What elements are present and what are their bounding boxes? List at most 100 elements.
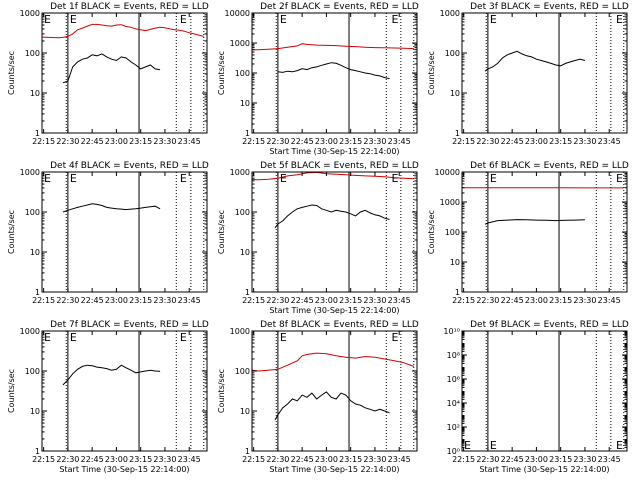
plot-frame <box>41 171 208 293</box>
y-tick-label: 100 <box>235 69 250 78</box>
chart-title: Det 4f BLACK = Events, RED = LLD <box>50 161 209 171</box>
x-tick-label: 22:30 <box>476 137 499 146</box>
y-axis-label: Counts/sec <box>217 369 226 413</box>
x-tick-label: 23:45 <box>598 455 621 464</box>
series-line-2 <box>62 53 161 84</box>
x-tick-label: 22:45 <box>291 137 314 146</box>
y-tick-label: 10² <box>447 423 460 432</box>
y-tick-label: 1000 <box>20 9 40 18</box>
chart-panel-9: Det 9f BLACK = Events, RED = LLD E E E 22:15… <box>443 320 629 474</box>
y-axis-label: Counts/sec <box>7 369 16 413</box>
x-tick-label: 22:15 <box>242 296 265 305</box>
event-marker: E <box>392 172 399 185</box>
x-tick-label: 23:15 <box>549 296 572 305</box>
x-tick-label: 22:30 <box>56 455 79 464</box>
plot-frame <box>251 330 418 452</box>
plot-frame <box>461 171 628 293</box>
series-line-2 <box>277 62 390 80</box>
event-marker: E <box>280 331 287 344</box>
event-marker: E <box>44 13 51 26</box>
x-tick-label: 23:30 <box>363 455 386 464</box>
y-tick-label: 1 <box>245 288 250 297</box>
x-axis-label: Start Time (30-Sep-15 22:14:00) <box>269 306 399 315</box>
y-tick-label: 10 <box>450 258 460 267</box>
y-tick-label: 10 <box>240 407 250 416</box>
event-marker: E <box>392 13 399 26</box>
x-tick-label: 23:15 <box>549 455 572 464</box>
plot-frame <box>251 12 418 134</box>
x-tick-label: 22:45 <box>81 455 104 464</box>
x-tick-label: 23:00 <box>525 455 548 464</box>
series-line-1 <box>62 203 161 213</box>
x-tick-label: 22:15 <box>242 455 265 464</box>
chart-title: Det 6f BLACK = Events, RED = LLD <box>470 161 629 171</box>
event-marker: E <box>464 439 471 452</box>
x-tick-label: 22:30 <box>266 296 289 305</box>
y-axis-label: Counts/sec <box>7 210 16 254</box>
y-tick-label: 10 <box>240 99 250 108</box>
x-tick-label: 23:00 <box>525 296 548 305</box>
chart-title: Det 3f BLACK = Events, RED = LLD <box>470 2 629 12</box>
x-tick-label: 23:45 <box>178 137 201 146</box>
y-tick-label: 1000 <box>230 327 250 336</box>
plot-frame <box>461 12 628 134</box>
x-tick-label: 23:45 <box>388 296 411 305</box>
x-tick-label: 23:15 <box>129 455 152 464</box>
x-tick-label: 23:30 <box>153 296 176 305</box>
y-tick-label: 1000 <box>20 327 40 336</box>
x-tick-label: 22:15 <box>32 137 55 146</box>
y-tick-label: 1000 <box>440 9 460 18</box>
x-tick-label: 22:30 <box>476 296 499 305</box>
x-tick-label: 22:45 <box>291 455 314 464</box>
series-line-2 <box>274 391 390 421</box>
series-line-1 <box>484 50 586 72</box>
series-line-2 <box>274 204 390 229</box>
chart-title: Det 5f BLACK = Events, RED = LLD <box>260 161 419 171</box>
y-tick-label: 1000 <box>230 168 250 177</box>
x-axis-label: Start Time (30-Sep-15 22:14:00) <box>269 147 399 156</box>
y-axis-label: Counts/sec <box>427 51 436 95</box>
x-tick-label: 23:00 <box>525 137 548 146</box>
chart-title: Det 9f BLACK = Events, RED = LLD <box>470 320 629 330</box>
y-tick-label: 1 <box>455 129 460 138</box>
x-tick-label: 23:00 <box>315 455 338 464</box>
series-line-1 <box>62 364 161 386</box>
series-line-1 <box>252 43 414 51</box>
y-axis-label: Counts/sec <box>217 210 226 254</box>
x-tick-label: 23:00 <box>105 455 128 464</box>
event-marker: E <box>490 172 497 185</box>
y-tick-label: 100 <box>235 208 250 217</box>
y-tick-label: 1 <box>245 447 250 456</box>
x-tick-label: 22:45 <box>81 296 104 305</box>
x-tick-label: 22:30 <box>266 455 289 464</box>
x-tick-label: 22:45 <box>501 296 524 305</box>
chart-title: Det 8f BLACK = Events, RED = LLD <box>260 320 419 330</box>
series-line-2 <box>484 219 585 225</box>
x-tick-label: 22:30 <box>56 296 79 305</box>
event-marker: E <box>616 172 623 185</box>
y-tick-label: 1 <box>35 288 40 297</box>
y-tick-label: 100 <box>235 367 250 376</box>
y-tick-label: 100 <box>25 367 40 376</box>
x-axis-label: Start Time (30-Sep-15 22:14:00) <box>479 465 609 474</box>
event-marker: E <box>70 172 77 185</box>
y-tick-label: 1 <box>455 288 460 297</box>
y-axis-label: Counts/sec <box>7 51 16 95</box>
x-tick-label: 23:00 <box>315 296 338 305</box>
event-marker: E <box>616 13 623 26</box>
y-tick-label: 10 <box>30 248 40 257</box>
y-tick-label: 1 <box>245 129 250 138</box>
x-tick-label: 23:45 <box>178 296 201 305</box>
x-tick-label: 23:30 <box>573 455 596 464</box>
x-tick-label: 23:45 <box>598 296 621 305</box>
event-marker: E <box>490 13 497 26</box>
event-marker: E <box>616 439 623 452</box>
x-tick-label: 23:30 <box>573 137 596 146</box>
x-tick-label: 22:15 <box>32 455 55 464</box>
y-tick-label: 10000 <box>225 9 250 18</box>
